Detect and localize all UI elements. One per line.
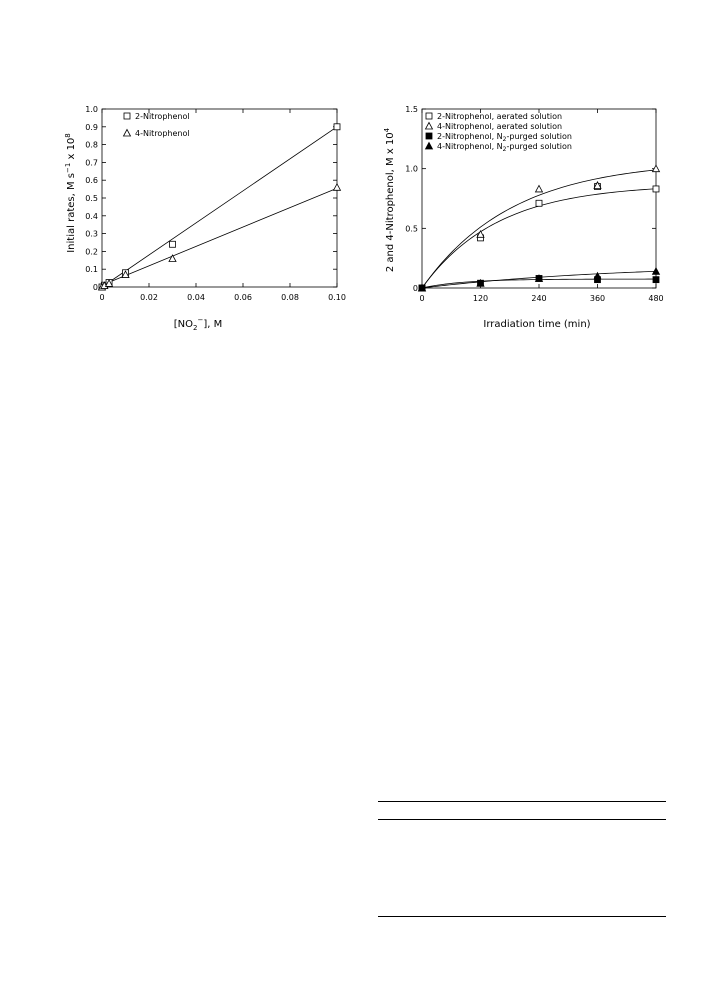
- legend-marker: [123, 112, 131, 120]
- y-tick-label: 1.0: [85, 105, 98, 114]
- data-point: [333, 123, 341, 131]
- data-point: [121, 270, 130, 278]
- data-point: [535, 199, 543, 207]
- x-tick-label: 0.02: [140, 293, 158, 302]
- x-tick-label: 0: [99, 293, 104, 302]
- fit-curve: [421, 169, 657, 289]
- table-top-rule: [378, 801, 666, 802]
- initial-rates-chart: 0 0.02 0.04 0.06 0.08 0.10 0 0.1 0.2 0.3 0.4 0.5 0.6…: [64, 105, 346, 332]
- x-axis-label: [NO2−], M: [174, 316, 223, 332]
- x-tick-label: 0.04: [187, 293, 205, 302]
- x-tick-label: 0.10: [328, 293, 346, 302]
- x-tick-label: 120: [473, 294, 488, 303]
- data-point: [332, 182, 342, 191]
- legend-marker: [424, 121, 434, 130]
- data-point: [593, 181, 602, 189]
- data-point: [651, 266, 661, 275]
- legend-label: 2-Nitrophenol, aerated solution: [437, 112, 562, 121]
- data-point: [534, 274, 544, 282]
- data-point: [651, 164, 661, 173]
- legend-label: 2-Nitrophenol, N2-purged solution: [437, 132, 572, 143]
- plot-area: 0 120 240 360 480 0 0.5 1.0 1.5 2-Nitrophenol, ae…: [405, 105, 663, 303]
- y-tick-label: 0.4: [85, 212, 98, 221]
- legend-label: 4-Nitrophenol, aerated solution: [437, 122, 562, 131]
- x-tick-label: 360: [590, 294, 605, 303]
- legend-marker: [122, 128, 132, 137]
- y-tick-label: 0: [93, 283, 98, 292]
- y-tick-label: 0.9: [85, 123, 98, 132]
- legend-marker: [424, 141, 434, 150]
- legend-label: 4-Nitrophenol: [135, 129, 190, 138]
- data-point: [534, 184, 544, 193]
- data-point: [476, 229, 485, 238]
- nitrophenol-time-chart: 0 120 240 360 480 0 0.5 1.0 1.5 2-Nitrophenol, ae…: [383, 105, 664, 330]
- data-point: [168, 254, 177, 262]
- y-tick-label: 0.3: [85, 230, 98, 239]
- data-point: [169, 240, 176, 248]
- table-header-rule: [378, 819, 666, 820]
- legend-label: 4-Nitrophenol, N2-purged solution: [437, 142, 572, 153]
- x-tick-label: 480: [648, 294, 663, 303]
- legend-label: 2-Nitrophenol: [135, 112, 190, 121]
- y-tick-label: 1.5: [405, 105, 418, 114]
- x-tick-label: 0: [419, 294, 424, 303]
- y-tick-label: 0: [413, 284, 418, 293]
- data-point: [417, 283, 427, 292]
- data-point: [652, 185, 660, 193]
- data-point: [476, 278, 485, 287]
- legend-marker: [425, 112, 433, 120]
- data-point: [104, 279, 114, 287]
- x-tick-label: 240: [531, 294, 546, 303]
- data-point: [652, 276, 660, 284]
- y-tick-label: 1.0: [405, 165, 418, 174]
- y-tick-label: 0.5: [405, 224, 418, 233]
- data-point: [593, 271, 602, 280]
- legend-marker: [425, 132, 433, 140]
- fit-line: [101, 187, 338, 286]
- y-tick-label: 0.6: [85, 176, 98, 185]
- y-tick-label: 0.2: [85, 247, 98, 256]
- y-tick-label: 0.1: [85, 265, 98, 274]
- fit-line: [101, 126, 338, 288]
- x-tick-label: 0.08: [281, 293, 299, 302]
- x-axis-label: Irradiation time (min): [483, 319, 590, 330]
- y-tick-label: 0.7: [85, 158, 98, 167]
- y-tick-label: 0.8: [85, 141, 98, 150]
- y-tick-label: 0.5: [85, 194, 98, 203]
- y-axis-label: 2 and 4-Nitrophenol, M x 104: [383, 127, 396, 272]
- table-bottom-rule: [378, 916, 666, 917]
- y-axis-label: Initial rates, M s−1 x 108: [64, 133, 77, 253]
- x-tick-label: 0.06: [234, 293, 252, 302]
- plot-area: 0 0.02 0.04 0.06 0.08 0.10 0 0.1 0.2 0.3 0.4 0.5 0.6…: [85, 105, 346, 302]
